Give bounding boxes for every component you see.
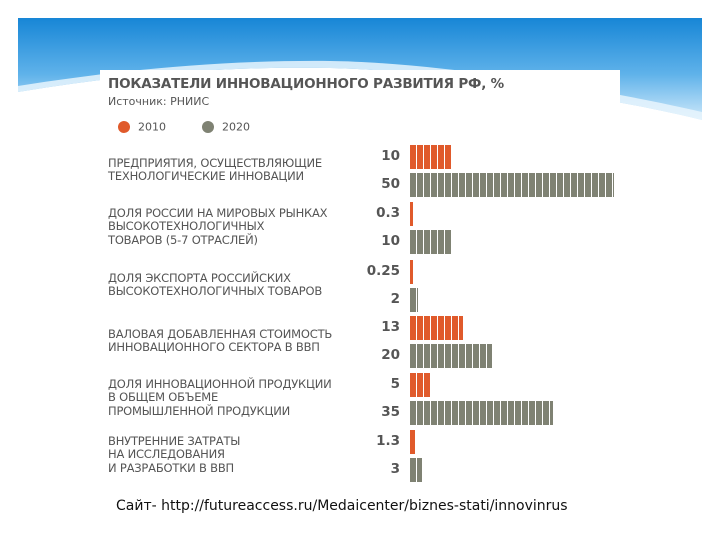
legend-swatch-2020 [202, 121, 214, 133]
data-label-2010-3: 0.25 [366, 263, 400, 279]
bar-2010-6 [410, 430, 416, 454]
category-label-5: ДОЛЯ ИННОВАЦИОННОЙ ПРОДУКЦИИ В ОБЩЕМ ОБЪЕ… [108, 376, 332, 419]
data-label-2020-4: 20 [381, 347, 400, 363]
category-label-line: ДОЛЯ ИННОВАЦИОННОЙ ПРОДУКЦИИ [108, 376, 332, 391]
bar-2010-4 [410, 316, 464, 340]
data-label-2020-6: 3 [390, 461, 400, 477]
infographic-panel: ПОКАЗАТЕЛИ ИННОВАЦИОННОГО РАЗВИТИЯ РФ, %… [100, 70, 620, 490]
data-label-2020-3: 2 [390, 291, 400, 307]
category-label-line: И РАЗРАБОТКИ В ВВП [108, 460, 234, 475]
category-label-line: ВЫСОКОТЕХНОЛОГИЧНЫХ ТОВАРОВ [108, 284, 323, 298]
category-label-line: ДОЛЯ РОССИИ НА МИРОВЫХ РЫНКАХ [108, 205, 328, 220]
legend-label-2010: 2010 [138, 120, 166, 134]
category-label-line: ПРОМЫШЛЕННОЙ ПРОДУКЦИИ [108, 403, 291, 418]
category-label-1: ПРЕДПРИЯТИЯ, ОСУЩЕСТВЛЯЮЩИЕ ТЕХНОЛОГИЧЕСК… [108, 155, 322, 184]
data-label-2010-1: 10 [381, 148, 400, 164]
data-label-2010-5: 5 [390, 376, 400, 392]
data-label-2020-2: 10 [381, 233, 400, 249]
category-label-line: НА ИССЛЕДОВАНИЯ [108, 447, 225, 462]
bar-2010-2 [410, 202, 413, 226]
bar-2010-1 [410, 145, 451, 169]
legend-item-2020: 2020 [202, 120, 250, 134]
bar-2020-1 [410, 173, 614, 197]
data-label-2020-5: 35 [381, 404, 400, 420]
category-label-line: ДОЛЯ ЭКСПОРТА РОССИЙСКИХ [108, 270, 291, 285]
data-label-2010-6: 1.3 [376, 433, 400, 449]
category-label-line: В ОБЩЕМ ОБЪЕМЕ [108, 390, 219, 405]
category-label-line: ВНУТРЕННИЕ ЗАТРАТЫ [108, 433, 241, 448]
category-label-3: ДОЛЯ ЭКСПОРТА РОССИЙСКИХ ВЫСОКОТЕХНОЛОГИЧ… [108, 270, 323, 299]
category-label-line: ИННОВАЦИОННОГО СЕКТОРА В ВВП [108, 340, 320, 354]
category-label-line: ВАЛОВАЯ ДОБАВЛЕННАЯ СТОИМОСТЬ [108, 326, 333, 341]
chart-subtitle: Источник: РНИИС [108, 95, 210, 108]
category-label-6: ВНУТРЕННИЕ ЗАТРАТЫ НА ИССЛЕДОВАНИЯ И РАЗРА… [108, 433, 241, 476]
category-label-4: ВАЛОВАЯ ДОБАВЛЕННАЯ СТОИМОСТЬ ИННОВАЦИОНН… [108, 326, 333, 355]
legend-item-2010: 2010 [118, 120, 166, 134]
bar-2010-5 [410, 373, 431, 397]
legend-swatch-2010 [118, 121, 130, 133]
category-label-line: ТЕХНОЛОГИЧЕСКИЕ ИННОВАЦИИ [108, 169, 304, 183]
bar-2020-6 [410, 458, 423, 482]
category-label-line: ПРЕДПРИЯТИЯ, ОСУЩЕСТВЛЯЮЩИЕ [108, 155, 322, 170]
category-label-line: ТОВАРОВ (5-7 ОТРАСЛЕЙ) [108, 232, 258, 247]
bar-2020-4 [410, 344, 492, 368]
bar-2020-3 [410, 288, 419, 312]
data-label-2010-2: 0.3 [376, 205, 400, 221]
bar-2020-5 [410, 401, 553, 425]
source-caption: Сайт- http://futureaccess.ru/Medaicenter… [116, 498, 568, 514]
bar-2010-3 [410, 260, 413, 284]
legend-label-2020: 2020 [222, 120, 250, 134]
category-label-2: ДОЛЯ РОССИИ НА МИРОВЫХ РЫНКАХ ВЫСОКОТЕХНО… [108, 205, 328, 248]
bar-2020-2 [410, 230, 451, 254]
data-label-2020-1: 50 [381, 176, 400, 192]
category-label-line: ВЫСОКОТЕХНОЛОГИЧНЫХ [108, 219, 265, 234]
data-label-2010-4: 13 [381, 319, 400, 335]
chart-title: ПОКАЗАТЕЛИ ИННОВАЦИОННОГО РАЗВИТИЯ РФ, % [108, 76, 504, 92]
